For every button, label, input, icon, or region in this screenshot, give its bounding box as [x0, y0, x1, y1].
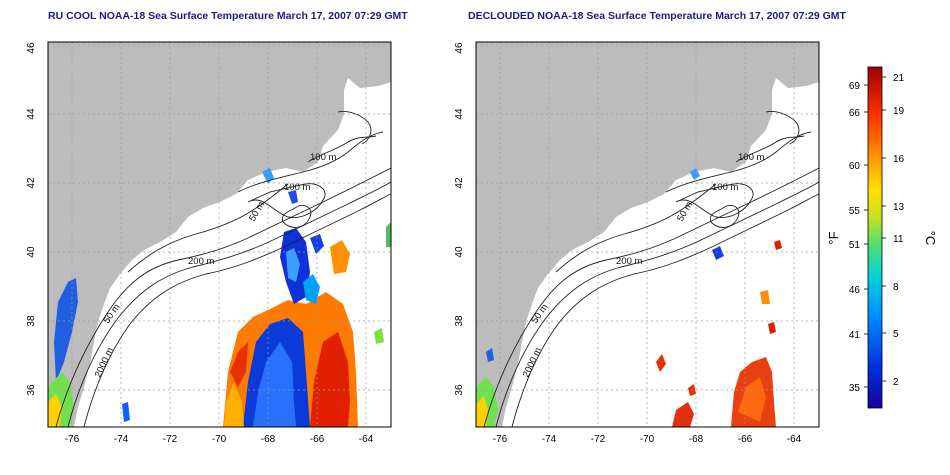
- left-y-tick: 36: [26, 384, 37, 396]
- left-x-tick: -66: [310, 434, 325, 445]
- fahrenheit-tick: 66: [849, 108, 861, 119]
- colorbar-gradient: [867, 66, 883, 409]
- celsius-tick: 13: [893, 202, 905, 213]
- right-x-tick: -68: [689, 434, 704, 445]
- left-map-frame: [47, 41, 392, 428]
- fahrenheit-tick: 41: [849, 330, 861, 341]
- fahrenheit-tick: 60: [849, 161, 861, 172]
- fahrenheit-tick: 51: [849, 240, 861, 251]
- left-y-tick: 42: [26, 177, 37, 189]
- right-map-panel: 100 m 100 m 50 m 200 m 50 m 2000 m -76 -…: [454, 41, 820, 445]
- right-x-tick: -64: [787, 434, 802, 445]
- celsius-tick: 2: [893, 377, 899, 388]
- left-x-tick: -72: [163, 434, 178, 445]
- celsius-tick: 11: [893, 234, 904, 245]
- right-y-tick: 42: [454, 177, 465, 189]
- left-map-panel: 100 m 100 m 50 m 200 m 50 m 2000 m -76 -…: [26, 41, 392, 445]
- right-contour-label-100m-a: 100 m: [738, 152, 764, 163]
- right-contour-label-100m-b: 100 m: [712, 182, 738, 193]
- right-y-tick: 38: [454, 315, 465, 327]
- left-sst-overlay: [48, 168, 391, 427]
- right-x-tick: -66: [738, 434, 753, 445]
- left-y-tick: 44: [26, 108, 37, 120]
- celsius-tick: 8: [893, 282, 899, 293]
- celsius-tick: 19: [893, 106, 905, 117]
- celsius-tick: 5: [893, 329, 899, 340]
- right-x-tick: -74: [542, 434, 557, 445]
- right-y-tick: 44: [454, 108, 465, 120]
- fahrenheit-tick: 69: [849, 81, 861, 92]
- fahrenheit-tick: 35: [849, 383, 861, 394]
- left-y-tick: 46: [26, 42, 37, 54]
- right-sst-overlay: [476, 168, 782, 427]
- left-x-tick: -70: [212, 434, 227, 445]
- left-x-tick: -68: [261, 434, 276, 445]
- right-y-tick: 40: [454, 246, 465, 258]
- right-x-tick: -70: [640, 434, 655, 445]
- left-contour-label-100m-b: 100 m: [284, 182, 310, 193]
- right-contour-label-200m: 200 m: [616, 256, 642, 267]
- left-x-tick: -74: [114, 434, 129, 445]
- right-y-tick: 36: [454, 384, 465, 396]
- left-x-tick: -76: [65, 434, 80, 445]
- celsius-tick: 16: [893, 154, 905, 165]
- left-y-tick: 40: [26, 246, 37, 258]
- celsius-tick: 21: [893, 73, 905, 84]
- right-y-tick: 46: [454, 42, 465, 54]
- fahrenheit-tick: 46: [849, 285, 861, 296]
- right-x-tick: -76: [493, 434, 508, 445]
- right-x-tick: -72: [591, 434, 606, 445]
- left-y-tick: 38: [26, 315, 37, 327]
- left-x-tick: -64: [359, 434, 374, 445]
- fahrenheit-unit-label: °F: [826, 231, 841, 244]
- left-contour-label-200m: 200 m: [188, 256, 214, 267]
- left-map-title: RU COOL NOAA-18 Sea Surface Temperature …: [48, 10, 408, 22]
- right-map-frame: [475, 41, 820, 428]
- left-contour-label-100m-a: 100 m: [310, 152, 336, 163]
- fahrenheit-tick: 55: [849, 206, 861, 217]
- celsius-unit-label: °C: [923, 231, 938, 246]
- temperature-colorbar: 69 66 60 55 51 46 41 35 21 19 16 13 11 8…: [826, 66, 938, 409]
- right-map-title: DECLOUDED NOAA-18 Sea Surface Temperatur…: [468, 10, 846, 22]
